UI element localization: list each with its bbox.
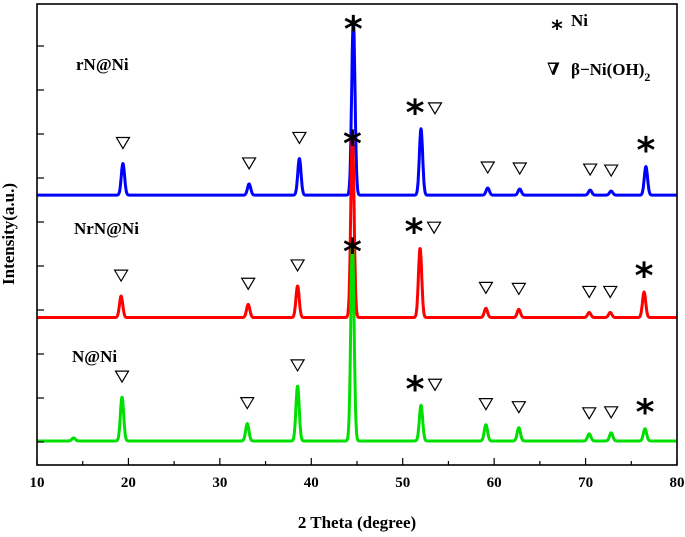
y-axis-title: Intensity(a.u.) (0, 183, 18, 285)
series-label-n-ni: N@Ni (72, 347, 117, 366)
triangle-marker (478, 281, 494, 295)
star-marker: * (406, 369, 425, 410)
star-marker: * (636, 393, 655, 434)
legend-star-marker: * (551, 17, 563, 42)
triangle-marker (602, 285, 618, 299)
triangle-marker (115, 136, 131, 150)
triangle-marker (241, 157, 257, 171)
triangle-marker (290, 259, 306, 273)
triangle-marker (582, 163, 598, 177)
triangle-marker (239, 397, 255, 410)
triangle-marker (511, 401, 527, 414)
triangle-marker (512, 162, 528, 176)
plot-content: * * * * * * * * * (35, 10, 679, 443)
axis-ticks: 10 20 30 40 50 60 70 80 (30, 45, 685, 491)
x-tick-label: 80 (670, 475, 685, 491)
x-axis-title: 2 Theta (degree) (298, 513, 416, 532)
star-marker: * (635, 256, 654, 297)
triangle-marker (426, 221, 442, 235)
series-label-rn-ni: rN@Ni (76, 55, 129, 74)
x-tick-label: 20 (121, 475, 136, 491)
legend-nioh2-label: β−Ni(OH)2 (571, 60, 650, 84)
star-marker: * (637, 131, 656, 172)
series-line-1 (35, 18, 679, 197)
star-marker: * (343, 232, 362, 273)
x-tick-label: 40 (304, 475, 319, 491)
legend-nioh2-subscript: 2 (644, 70, 650, 84)
series-line-3 (35, 241, 679, 443)
triangle-marker (240, 277, 256, 291)
triangle-marker (114, 370, 130, 384)
triangle-marker (478, 398, 494, 411)
triangle-marker (581, 285, 597, 299)
star-marker: * (343, 124, 362, 165)
triangle-marker (603, 406, 619, 419)
x-tick-label: 50 (395, 475, 410, 491)
triangle-marker (603, 164, 619, 178)
legend-triangle-marker: ∇ (547, 60, 560, 79)
x-tick-label: 70 (578, 475, 593, 491)
series-line-2 (35, 133, 679, 319)
star-marker: * (405, 212, 424, 253)
triangle-marker (427, 102, 443, 116)
triangle-marker (427, 378, 443, 392)
x-tick-label: 30 (212, 475, 227, 491)
legend-nioh2-main: β−Ni(OH) (571, 60, 644, 79)
star-marker: * (344, 10, 363, 51)
triangle-marker (113, 269, 129, 283)
x-tick-label: 60 (487, 475, 502, 491)
legend: * Ni ∇ β−Ni(OH)2 (547, 11, 650, 84)
triangle-marker (291, 131, 307, 145)
triangle-marker (581, 407, 597, 420)
series-label-nrn-ni: NrN@Ni (74, 219, 139, 238)
star-marker: * (406, 93, 425, 134)
legend-ni-label: Ni (571, 11, 588, 30)
triangle-marker (290, 359, 306, 373)
triangle-marker (480, 161, 496, 175)
triangle-marker (511, 282, 527, 296)
x-tick-label: 10 (30, 475, 45, 491)
